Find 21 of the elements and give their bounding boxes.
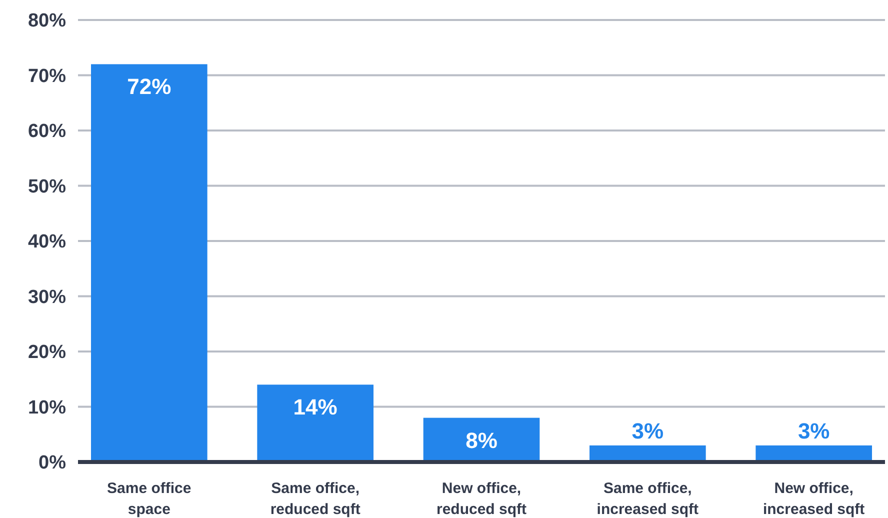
- y-tick-label: 50%: [28, 176, 66, 198]
- x-tick-label: Same office, reduced sqft: [270, 480, 360, 518]
- data-label: 14%: [293, 394, 338, 420]
- data-label: 3%: [632, 418, 664, 444]
- x-tick-label: Same office space: [107, 480, 192, 518]
- data-label: 3%: [798, 418, 830, 444]
- y-tick-label: 30%: [28, 286, 66, 308]
- y-tick-label: 20%: [28, 342, 66, 364]
- x-tick-label: New office, increased sqft: [762, 480, 865, 518]
- y-tick-label: 60%: [28, 121, 66, 142]
- bar: [91, 64, 208, 462]
- data-label: 72%: [127, 74, 172, 100]
- y-tick-label: 10%: [28, 397, 66, 418]
- y-tick-label: 80%: [28, 10, 66, 32]
- y-tick-label: 0%: [38, 452, 66, 474]
- y-tick-label: 70%: [28, 66, 66, 87]
- bar: [257, 384, 374, 462]
- x-tick-label: New office, reduced sqft: [436, 480, 527, 518]
- y-tick-label: 40%: [28, 232, 66, 253]
- data-label: 8%: [466, 428, 498, 453]
- x-tick-label: Same office, increased sqft: [596, 480, 699, 518]
